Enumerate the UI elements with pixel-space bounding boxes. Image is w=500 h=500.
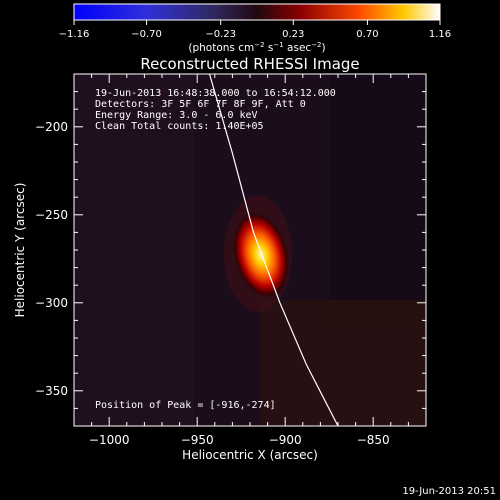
- image-area: [74, 74, 426, 426]
- annotation-line: Clean Total counts: 1.40E+05: [95, 121, 264, 132]
- x-axis-label: Heliocentric X (arcsec): [182, 448, 318, 462]
- x-tick-label: −1000: [89, 433, 130, 447]
- unit-text: (photons cm: [188, 42, 254, 54]
- image-region-lower-right: [260, 300, 426, 426]
- unit-exponent: −2: [254, 41, 264, 49]
- unit-exponent: −2: [311, 41, 321, 49]
- colorbar-tick-label: 0.23: [282, 29, 304, 40]
- x-tick-label: −900: [269, 433, 302, 447]
- unit-text: s: [265, 42, 274, 54]
- colorbar-tick-label: −0.23: [205, 29, 236, 40]
- annotations: 19-Jun-2013 16:48:38.000 to 16:54:12.000…: [95, 88, 336, 132]
- unit-exponent: −1: [273, 41, 283, 49]
- colorbar-tick-label: 0.70: [356, 29, 378, 40]
- solar-limb-curve: [208, 74, 339, 426]
- colorbar-unit-label: (photons cm−2 s−1 asec−2): [188, 41, 325, 54]
- timestamp: 19-Jun-2013 20:51: [402, 486, 496, 497]
- colorbar-tick-label: −0.70: [131, 29, 162, 40]
- annotation-line: 19-Jun-2013 16:48:38.000 to 16:54:12.000: [95, 88, 336, 99]
- x-tick-label: −850: [357, 433, 390, 447]
- flare-source: [232, 211, 290, 299]
- y-tick-label: −250: [35, 208, 68, 222]
- colorbar: [73, 3, 441, 21]
- annotation-line: Detectors: 3F 5F 6F 7F 8F 9F, Att 0: [95, 99, 306, 110]
- axis-ticks: −1000 −950 −900 −850 −200 −250 −300 −350: [35, 74, 426, 447]
- peak-position-label: Position of Peak = [-916,-274]: [95, 400, 276, 411]
- colorbar-tick-label: 1.16: [429, 29, 451, 40]
- annotation-line: Energy Range: 3.0 - 6.0 keV: [95, 110, 258, 121]
- chart-title: Reconstructed RHESSI Image: [140, 55, 359, 73]
- y-tick-label: −200: [35, 120, 68, 134]
- unit-text: ): [322, 42, 326, 54]
- y-tick-label: −350: [35, 384, 68, 398]
- colorbar-ticks: −1.16 −0.70 −0.23 0.23 0.70 1.16: [59, 20, 451, 40]
- unit-text: asec: [284, 42, 312, 54]
- colorbar-tick-label: −1.16: [59, 29, 90, 40]
- y-tick-label: −300: [35, 296, 68, 310]
- image-region-left: [74, 74, 194, 426]
- image-region-right: [330, 74, 426, 324]
- y-axis-label: Heliocentric Y (arcsec): [13, 183, 27, 318]
- x-tick-label: −950: [181, 433, 214, 447]
